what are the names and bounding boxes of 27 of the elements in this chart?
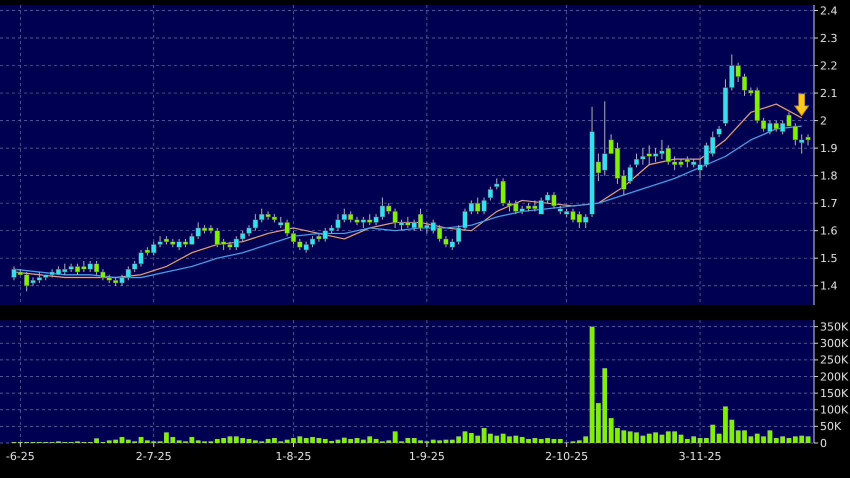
y-tick-label: 150K bbox=[820, 386, 849, 400]
candlestick bbox=[716, 126, 722, 138]
x-tick-label: 2-10-25 bbox=[545, 450, 588, 463]
x-tick-label: 1-9-25 bbox=[408, 450, 445, 463]
y-tick-label: 2.4 bbox=[820, 4, 838, 18]
y-tick-label: 300K bbox=[820, 337, 849, 350]
y-tick-label: 1.6 bbox=[820, 224, 838, 238]
y-tick-label: 250K bbox=[820, 354, 849, 367]
candlestick bbox=[488, 186, 493, 201]
y-tick-label: 1.5 bbox=[820, 252, 838, 266]
y-tick-label: 0 bbox=[820, 436, 827, 450]
y-tick-label: 1.8 bbox=[820, 169, 838, 182]
y-tick-label: 350K bbox=[820, 320, 849, 334]
x-tick-label: -6-25 bbox=[6, 450, 35, 463]
y-tick-label: 2.1 bbox=[820, 86, 838, 100]
x-tick-label: 2-7-25 bbox=[136, 450, 172, 463]
y-tick-label: 1.4 bbox=[820, 280, 838, 293]
y-tick-label: 200K bbox=[820, 370, 849, 384]
y-tick-label: 2.2 bbox=[820, 59, 838, 72]
x-tick-label: 1-8-25 bbox=[276, 450, 312, 463]
y-tick-label: 2.3 bbox=[820, 32, 838, 45]
y-tick-label: 50K bbox=[820, 420, 842, 434]
y-tick-label: 1.7 bbox=[820, 197, 838, 210]
x-tick-label: 3-11-25 bbox=[678, 450, 722, 463]
y-tick-label: 100K bbox=[820, 404, 849, 417]
y-tick-label: 2 bbox=[820, 114, 827, 128]
y-tick-label: 1.9 bbox=[820, 142, 838, 155]
